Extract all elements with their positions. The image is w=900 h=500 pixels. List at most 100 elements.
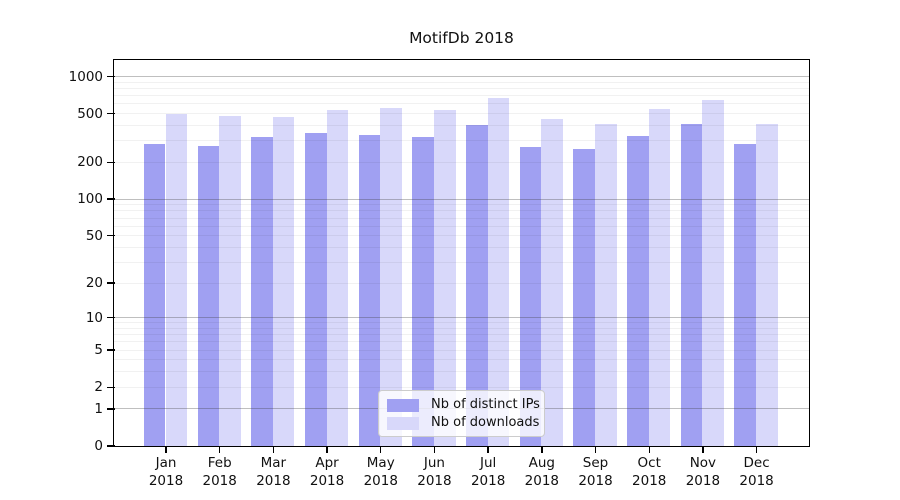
y-tick	[107, 317, 115, 319]
gridline-major	[114, 76, 809, 78]
y-tick	[107, 75, 115, 78]
legend-entry-downloads: Nb of downloads	[387, 415, 540, 430]
bar-downloads	[272, 116, 295, 446]
y-tick-label: 2	[94, 379, 103, 396]
gridline-minor	[114, 386, 809, 388]
bar-downloads	[595, 124, 617, 446]
x-tick-label: Oct 2018	[614, 455, 684, 490]
bar-downloads	[433, 110, 456, 446]
x-tick-label-year: 2018	[309, 472, 345, 489]
x-tick-label: Apr 2018	[292, 455, 362, 490]
y-tick-label: 1000	[68, 68, 103, 85]
y-tick	[107, 445, 115, 447]
y-tick-label: 500	[77, 105, 103, 122]
y-tick	[107, 235, 115, 237]
bar-distinct-ips	[304, 132, 327, 446]
gridline-minor	[114, 210, 809, 212]
x-tick-label: Feb 2018	[185, 455, 255, 490]
legend-swatch-downloads	[387, 416, 419, 430]
x-tick-label-month: Dec	[743, 455, 770, 471]
x-tick-label: Mar 2018	[238, 455, 308, 490]
y-tick-label: 200	[77, 154, 103, 171]
x-tick	[433, 446, 436, 453]
gridline-major	[114, 317, 809, 319]
gridline-minor	[114, 235, 809, 237]
x-tick-label-month: Nov	[689, 455, 717, 471]
y-tick-label: 10	[85, 309, 103, 326]
x-tick	[487, 446, 489, 453]
bar-distinct-ips	[143, 144, 166, 446]
gridline-minor	[114, 327, 809, 329]
x-tick-label-month: Apr	[315, 455, 339, 471]
y-tick	[107, 198, 115, 200]
y-tick-label: 1	[94, 400, 103, 417]
bar-distinct-ips	[251, 136, 273, 446]
gridline-minor	[114, 359, 809, 361]
x-tick-label-month: Aug	[528, 455, 556, 471]
legend: Nb of distinct IPs Nb of downloads	[378, 390, 545, 437]
x-tick-label-year: 2018	[202, 472, 237, 489]
y-tick	[107, 349, 115, 351]
gridline-minor	[114, 95, 809, 97]
bar-downloads	[487, 97, 510, 446]
x-tick-label: Nov 2018	[668, 455, 738, 490]
y-tick-label: 5	[94, 342, 103, 359]
x-tick-label-year: 2018	[256, 472, 291, 489]
x-tick-label-year: 2018	[470, 472, 506, 489]
x-tick-label: Sep 2018	[561, 455, 631, 490]
gridline-minor	[114, 161, 809, 163]
gridline-minor	[114, 246, 809, 248]
y-tick-label: 100	[77, 191, 103, 208]
bar-distinct-ips	[412, 136, 434, 446]
gridline-minor	[114, 261, 809, 263]
gridline-minor	[114, 349, 809, 351]
legend-label-downloads: Nb of downloads	[431, 415, 540, 430]
gridline-minor	[114, 371, 809, 373]
y-tick	[107, 112, 115, 115]
x-tick-label: Jan 2018	[131, 455, 201, 490]
y-tick-label: 0	[94, 438, 103, 454]
gridline-minor	[114, 225, 809, 227]
gridline-minor	[114, 322, 809, 324]
x-tick-label: Aug 2018	[507, 455, 577, 490]
x-tick-label: Dec 2018	[722, 455, 792, 490]
x-tick	[380, 446, 382, 453]
legend-label-distinct-ips: Nb of distinct IPs	[431, 397, 540, 412]
x-tick	[755, 446, 758, 453]
x-tick-label-year: 2018	[524, 472, 559, 489]
gridline-minor	[114, 113, 809, 115]
x-tick-label-year: 2018	[578, 472, 613, 489]
x-tick-label-year: 2018	[148, 472, 184, 489]
x-tick-label-month: Feb	[207, 455, 232, 471]
x-tick-label-month: Sep	[582, 455, 609, 471]
x-tick-label: May 2018	[346, 455, 416, 490]
y-tick	[107, 408, 115, 410]
legend-swatch-distinct-ips	[387, 398, 419, 412]
gridline-minor	[114, 217, 809, 219]
bar-downloads	[219, 115, 241, 446]
bar-distinct-ips	[734, 143, 757, 446]
x-tick	[648, 446, 650, 453]
bar-downloads	[702, 99, 724, 446]
x-tick	[165, 446, 167, 453]
x-tick	[218, 446, 221, 453]
x-tick-label-year: 2018	[417, 472, 452, 489]
y-tick-label: 20	[85, 275, 103, 292]
gridline-major	[114, 198, 809, 200]
legend-entry-distinct-ips: Nb of distinct IPs	[387, 398, 540, 412]
bar-downloads	[541, 118, 563, 446]
gridline-minor	[114, 87, 809, 89]
bar-distinct-ips	[627, 135, 649, 446]
x-tick-label-month: Jan	[155, 455, 177, 471]
y-tick-label: 50	[85, 227, 103, 244]
bar-downloads	[380, 107, 402, 446]
bar-distinct-ips	[573, 149, 595, 446]
x-tick	[594, 446, 597, 453]
gridline-minor	[114, 81, 809, 83]
bar-distinct-ips	[680, 123, 703, 446]
gridline-minor	[114, 103, 809, 105]
x-tick-label-month: May	[366, 455, 395, 471]
bar-downloads	[326, 109, 349, 446]
bar-distinct-ips	[358, 134, 381, 446]
y-tick	[107, 161, 115, 164]
